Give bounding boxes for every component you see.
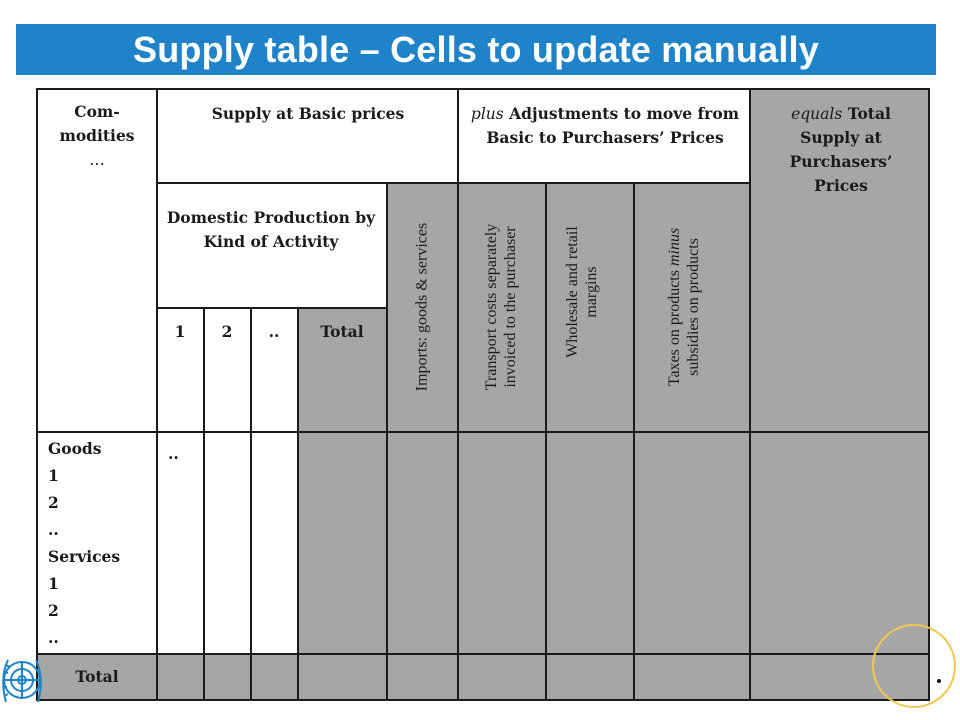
activity-1-header: 1 [174,322,186,341]
grid-line [156,182,750,184]
grid-line [545,183,547,700]
commodities-line-1: Com- [74,102,120,121]
row-services-1: 1 [48,574,59,593]
row-services-2: 2 [48,601,59,620]
activity-2-header: 2 [221,322,233,341]
first-data-cell: .. [168,444,179,463]
grid-line [386,183,388,700]
total-supply-header-cell [750,88,930,432]
un-emblem-logo [0,640,48,720]
transport-line-2: invoiced to the purchaser [502,226,519,388]
decorative-arc [872,624,956,708]
commodities-header: Com- modities … [38,100,156,172]
total-supply-header: equals Total Supply at Purchasers’ Price… [770,102,912,198]
grid-line [36,88,38,700]
grid-line [156,307,387,309]
row-goods-1: 1 [48,466,59,485]
row-goods-2: 2 [48,493,59,512]
grid-line [36,88,930,90]
taxes-header: Taxes on products minus subsidies on pro… [665,228,703,386]
un-emblem-icon [2,659,42,703]
grid-line [297,308,299,700]
row-services: Services [48,547,121,566]
grid-line [203,308,205,700]
grid-line [633,183,635,700]
activity-more-header: .. [268,322,280,341]
taxes-text: Taxes on products [666,266,683,387]
transport-costs-header: Transport costs separately invoiced to t… [482,224,520,391]
margins-line-1: Wholesale and retail [564,226,581,358]
grid-line [749,88,751,700]
transport-line-1: Transport costs separately [483,223,500,391]
title-banner: Supply table – Cells to update manually [16,24,936,75]
shaded-body-cells [298,432,930,654]
slide-marker [937,679,941,683]
grid-line [156,88,158,700]
total-equals: equals [791,105,843,123]
total-supply-text: Total Supply at Purchasers’ Prices [789,104,893,195]
activity-total-header: Total [320,322,364,341]
adjustments-subheader-cells [458,183,750,432]
grid-line [36,653,930,655]
activity-total-header-cell [298,308,387,432]
adjustments-plus: plus [470,105,504,123]
domestic-production-header: Domestic Production by Kind of Activity [166,208,376,251]
supply-basic-prices-header: Supply at Basic prices [211,104,405,123]
imports-header: Imports: goods & services [413,223,432,391]
commodities-line-2: modities [59,126,135,145]
slide-title: Supply table – Cells to update manually [133,28,819,70]
trade-margins-header: Wholesale and retail margins [563,226,601,358]
row-goods-more: .. [48,520,59,539]
grid-line [250,308,252,700]
row-services-more: .. [48,628,59,647]
total-row-label: Total [75,667,119,686]
commodities-ellipsis: … [89,151,105,169]
grid-line [36,699,930,701]
adjustments-text: Adjustments to move from Basic to Purcha… [486,104,740,147]
imports-label: Imports: goods & services [413,222,431,392]
imports-header-cell [387,183,458,432]
row-labels: Goods 1 2 .. Services 1 2 .. [48,435,120,651]
taxes-minus: minus [666,227,683,267]
taxes-line-1: Taxes on products minus [665,228,684,386]
grid-line [36,431,930,433]
adjustments-header: plus Adjustments to move from Basic to P… [466,102,744,150]
grid-line [457,88,459,700]
total-row-cells [36,654,930,700]
taxes-line-2: subsidies on products [685,238,702,376]
row-goods: Goods [48,439,102,458]
margins-line-2: margins [583,266,600,318]
grid-line [928,88,930,700]
